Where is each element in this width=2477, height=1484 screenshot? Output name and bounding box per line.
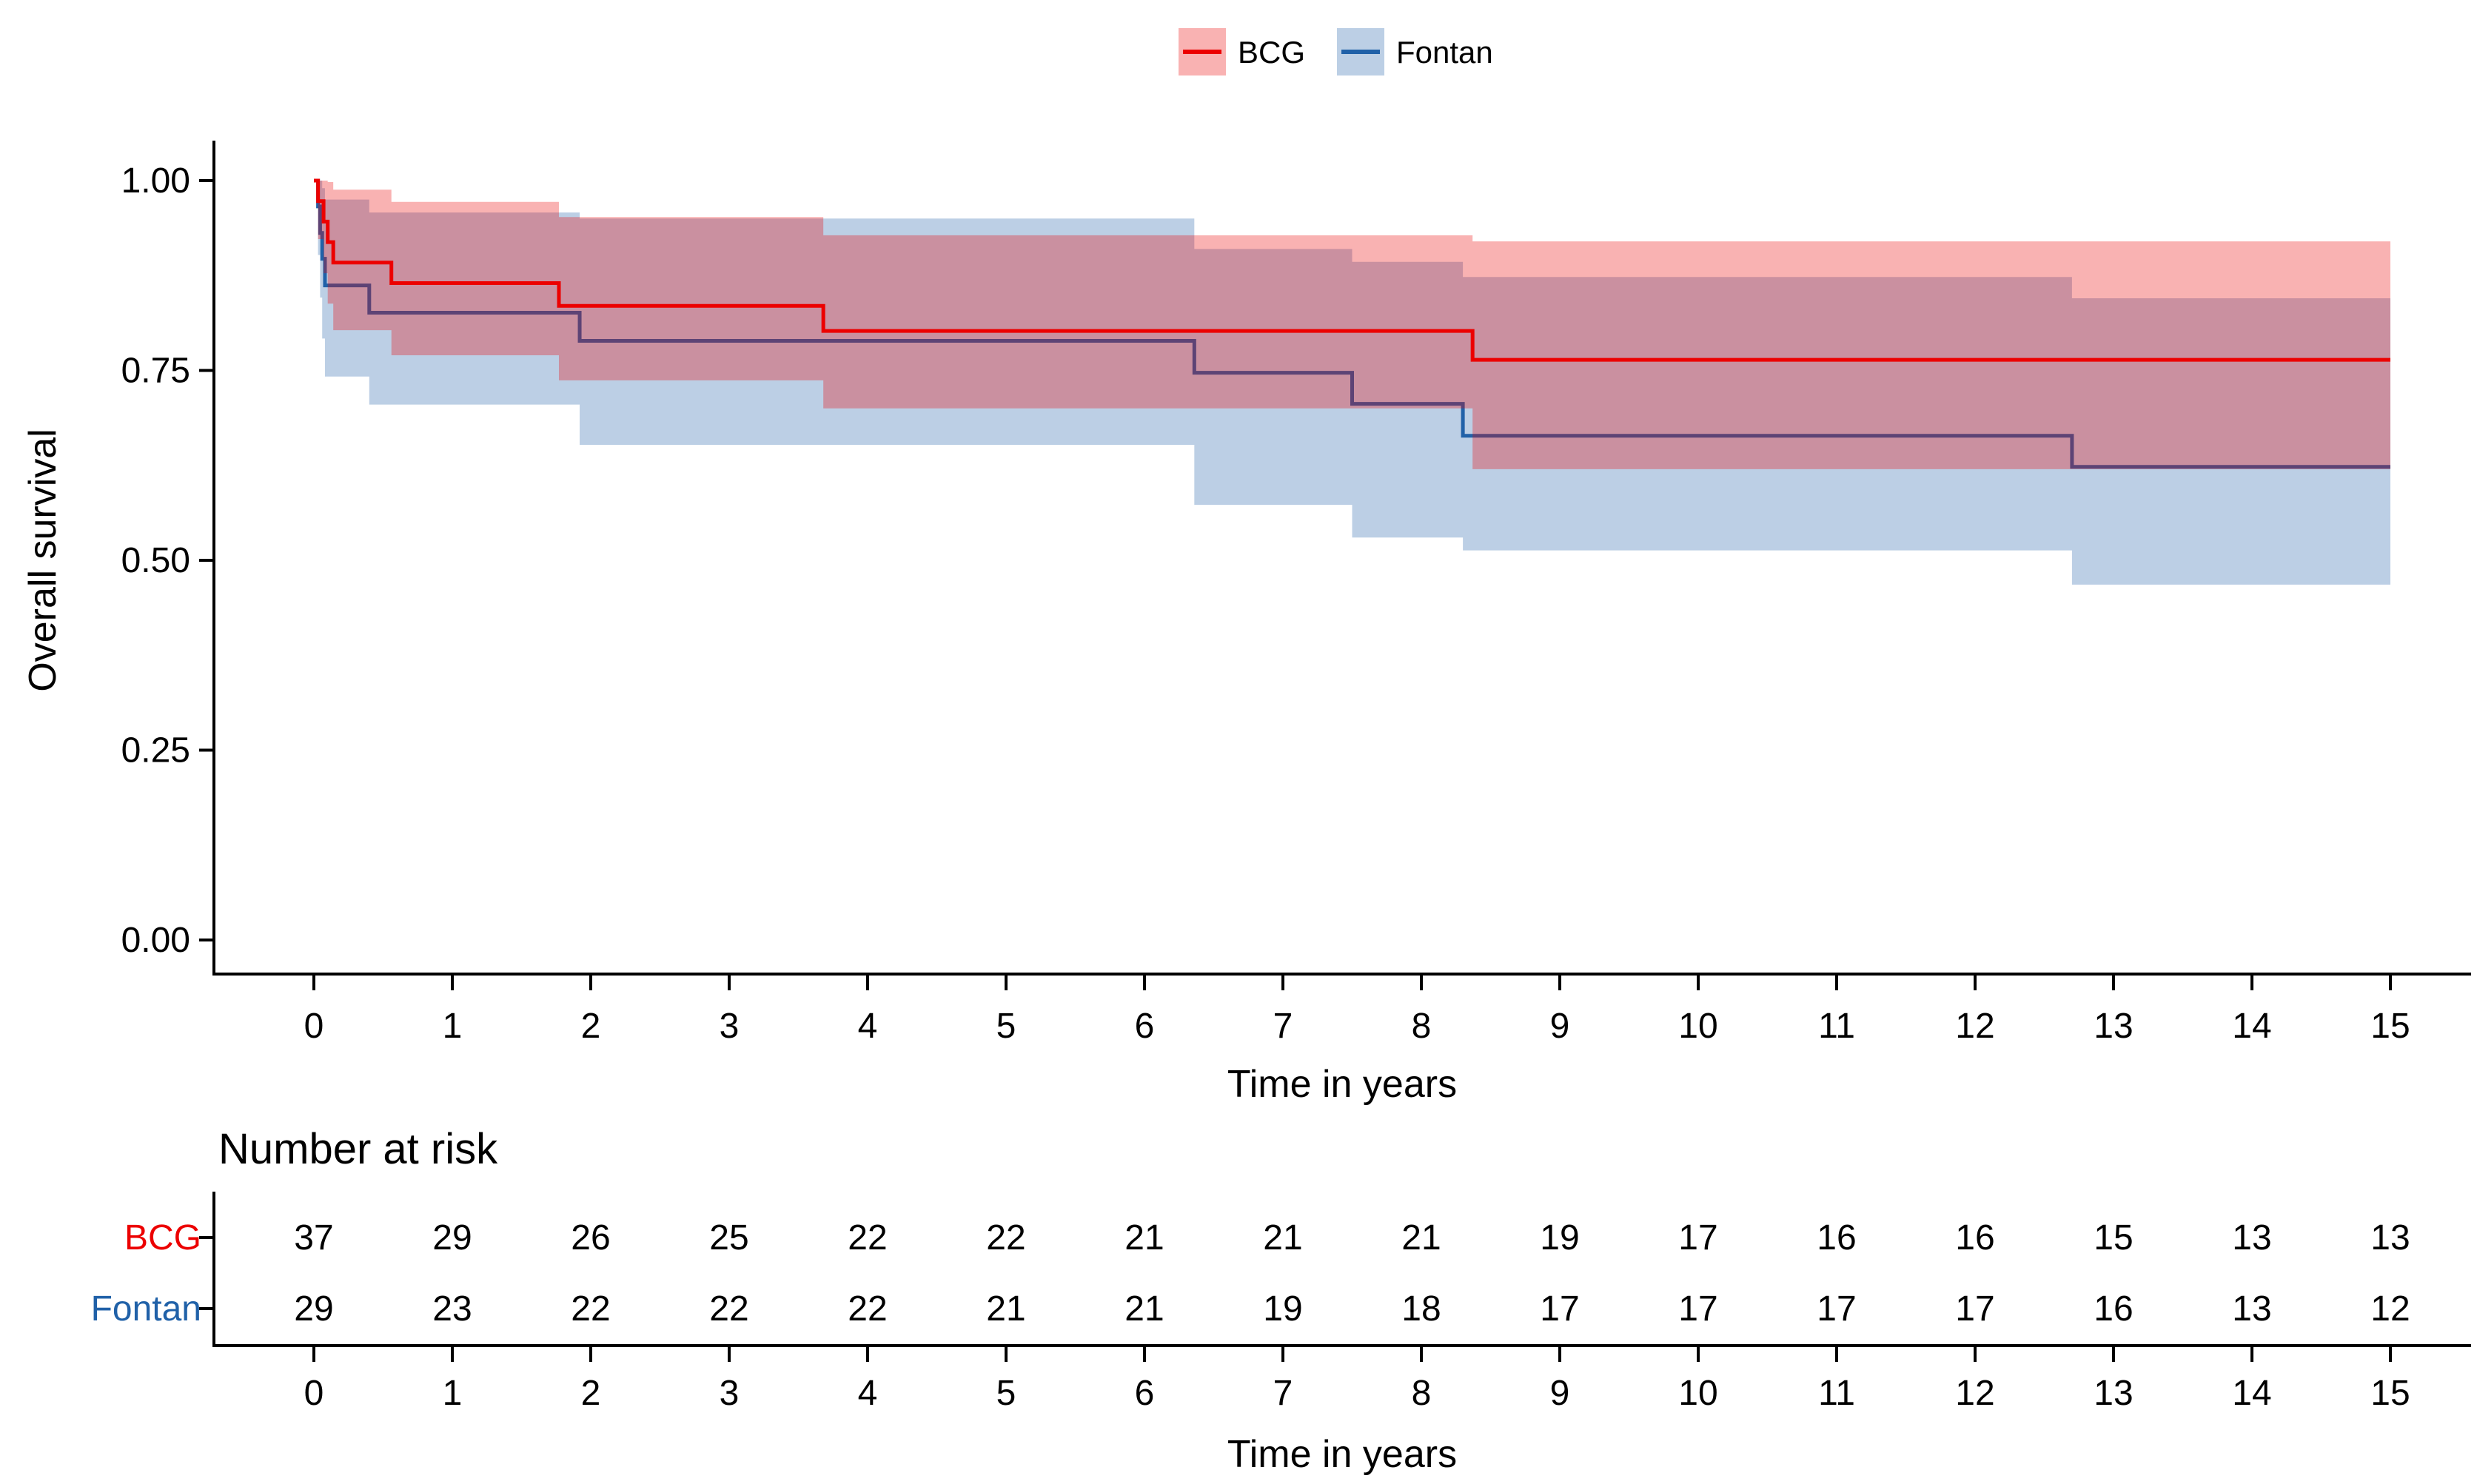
x-tick-label: 1 bbox=[443, 1007, 463, 1046]
x-tick-label: 14 bbox=[2232, 1007, 2271, 1046]
risk-count-fontan-t6: 21 bbox=[1124, 1289, 1164, 1329]
risk-count-fontan-t7: 19 bbox=[1263, 1289, 1302, 1329]
x-tick-label: 15 bbox=[2370, 1007, 2410, 1046]
risk-row-label-fontan: Fontan bbox=[91, 1289, 201, 1329]
risk-x-tick-label: 0 bbox=[304, 1374, 324, 1413]
fontan-survival-line bbox=[314, 178, 2390, 469]
risk-count-bcg-t4: 22 bbox=[848, 1218, 887, 1258]
risk-count-bcg-t2: 26 bbox=[571, 1218, 610, 1258]
x-tick-label: 10 bbox=[1678, 1007, 1717, 1046]
risk-x-tick-label: 13 bbox=[2094, 1374, 2133, 1413]
risk-x-tick-label: 10 bbox=[1678, 1374, 1717, 1413]
risk-count-bcg-t15: 13 bbox=[2370, 1218, 2410, 1258]
x-tick-label: 12 bbox=[1955, 1007, 1994, 1046]
risk-x-tick-label: 5 bbox=[996, 1374, 1016, 1413]
x-tick-label: 6 bbox=[1135, 1007, 1155, 1046]
risk-count-fontan-t15: 12 bbox=[2370, 1289, 2410, 1329]
bcg-survival-line bbox=[314, 178, 2390, 362]
risk-x-tick-label: 12 bbox=[1955, 1374, 1994, 1413]
y-tick-label: 0.25 bbox=[121, 731, 190, 770]
risk-x-tick-label: 14 bbox=[2232, 1374, 2271, 1413]
risk-count-bcg-t12: 16 bbox=[1955, 1218, 1994, 1258]
y-tick-label: 0.00 bbox=[121, 921, 190, 960]
x-tick-label: 13 bbox=[2094, 1007, 2133, 1046]
risk-count-bcg-t14: 13 bbox=[2232, 1218, 2271, 1258]
risk-count-fontan-t4: 22 bbox=[848, 1289, 887, 1329]
risk-count-bcg-t3: 25 bbox=[709, 1218, 748, 1258]
risk-count-bcg-t10: 17 bbox=[1678, 1218, 1717, 1258]
risk-x-tick-label: 11 bbox=[1818, 1374, 1855, 1413]
risk-count-fontan-t0: 29 bbox=[294, 1289, 333, 1329]
risk-x-tick-label: 8 bbox=[1412, 1374, 1432, 1413]
risk-x-tick-label: 9 bbox=[1550, 1374, 1570, 1413]
x-tick-label: 8 bbox=[1412, 1007, 1432, 1046]
risk-count-fontan-t9: 17 bbox=[1540, 1289, 1579, 1329]
risk-count-fontan-t13: 16 bbox=[2094, 1289, 2133, 1329]
risk-x-tick-label: 1 bbox=[443, 1374, 463, 1413]
y-axis-title: Overall survival bbox=[21, 429, 64, 691]
x-tick-label: 7 bbox=[1273, 1007, 1293, 1046]
x-tick-label: 5 bbox=[996, 1007, 1016, 1046]
legend-label-bcg: BCG bbox=[1238, 35, 1305, 70]
risk-count-bcg-t5: 22 bbox=[986, 1218, 1025, 1258]
x-tick-label: 0 bbox=[304, 1007, 324, 1046]
risk-table-title: Number at risk bbox=[218, 1125, 498, 1173]
risk-count-bcg-t0: 37 bbox=[294, 1218, 333, 1258]
risk-count-fontan-t10: 17 bbox=[1678, 1289, 1717, 1329]
risk-x-tick-label: 6 bbox=[1135, 1374, 1155, 1413]
risk-count-fontan-t8: 18 bbox=[1401, 1289, 1441, 1329]
x-tick-label: 2 bbox=[581, 1007, 601, 1046]
y-tick-label: 1.00 bbox=[121, 161, 190, 201]
risk-count-fontan-t3: 22 bbox=[709, 1289, 748, 1329]
x-tick-label: 3 bbox=[720, 1007, 740, 1046]
risk-count-bcg-t6: 21 bbox=[1124, 1218, 1164, 1258]
x-tick-label: 4 bbox=[858, 1007, 878, 1046]
risk-count-fontan-t12: 17 bbox=[1955, 1289, 1994, 1329]
risk-count-fontan-t5: 21 bbox=[986, 1289, 1025, 1329]
risk-x-tick-label: 7 bbox=[1273, 1374, 1293, 1413]
risk-x-tick-label: 2 bbox=[581, 1374, 601, 1413]
risk-count-bcg-t9: 19 bbox=[1540, 1218, 1579, 1258]
risk-count-bcg-t8: 21 bbox=[1401, 1218, 1441, 1258]
risk-count-fontan-t11: 17 bbox=[1817, 1289, 1856, 1329]
risk-count-fontan-t1: 23 bbox=[432, 1289, 472, 1329]
risk-count-fontan-t14: 13 bbox=[2232, 1289, 2271, 1329]
risk-x-axis-title: Time in years bbox=[1227, 1433, 1457, 1476]
x-tick-label: 11 bbox=[1818, 1007, 1855, 1046]
risk-count-bcg-t7: 21 bbox=[1263, 1218, 1302, 1258]
risk-row-label-bcg: BCG bbox=[124, 1218, 201, 1258]
risk-count-fontan-t2: 22 bbox=[571, 1289, 610, 1329]
risk-x-tick-label: 4 bbox=[858, 1374, 878, 1413]
x-tick-label: 9 bbox=[1550, 1007, 1570, 1046]
x-axis-title: Time in years bbox=[1227, 1063, 1457, 1106]
bcg-confidence-ribbon bbox=[314, 181, 2390, 469]
legend-label-fontan: Fontan bbox=[1396, 35, 1493, 70]
risk-count-bcg-t1: 29 bbox=[432, 1218, 472, 1258]
risk-x-tick-label: 15 bbox=[2370, 1374, 2410, 1413]
risk-count-bcg-t11: 16 bbox=[1817, 1218, 1856, 1258]
risk-x-tick-label: 3 bbox=[720, 1374, 740, 1413]
y-tick-label: 0.75 bbox=[121, 352, 190, 391]
risk-count-bcg-t13: 15 bbox=[2094, 1218, 2133, 1258]
y-tick-label: 0.50 bbox=[121, 541, 190, 580]
